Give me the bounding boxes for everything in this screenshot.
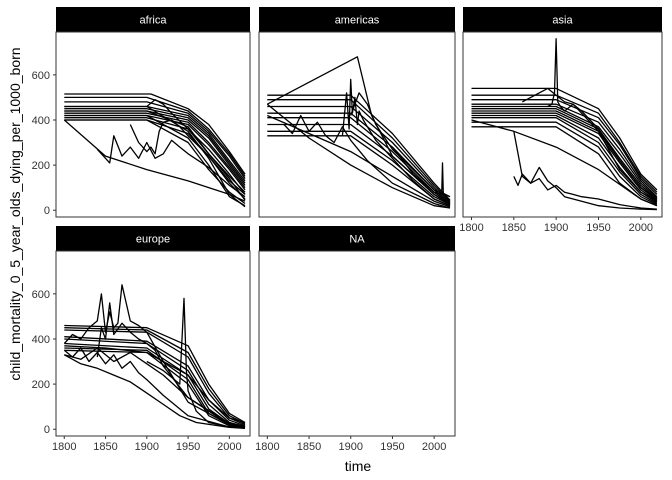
series-line <box>129 119 246 195</box>
series-line <box>64 110 246 201</box>
series-line <box>267 94 451 201</box>
y-tick-label: 600 <box>32 70 50 82</box>
series-line <box>96 135 246 198</box>
series-line <box>283 114 451 209</box>
series-line <box>267 117 451 205</box>
series-line <box>64 112 246 189</box>
x-tick-label: 2000 <box>629 222 653 234</box>
facet-panel-europe: europe 0 200 400 600 1800 1850 1900 1950 2000 <box>32 226 251 453</box>
facet-plot-area <box>258 250 456 437</box>
facet-panel-asia: asia 1800 1850 1900 1950 2000 <box>459 7 663 234</box>
y-tick-label: 200 <box>32 160 50 172</box>
facet-panel-africa: africa 0 200 400 600 <box>32 7 251 218</box>
x-tick-label: 1800 <box>255 441 279 453</box>
series-group <box>63 284 246 429</box>
x-tick-label: 2000 <box>422 441 446 453</box>
series-line <box>64 105 246 208</box>
series-line <box>64 96 246 177</box>
x-tick-label: 1950 <box>586 222 610 234</box>
series-line <box>266 56 451 205</box>
y-tick-label: 200 <box>32 379 50 391</box>
x-tick-label: 1900 <box>544 222 568 234</box>
y-tick-label: 0 <box>44 424 50 436</box>
series-line <box>64 101 246 179</box>
series-line <box>391 146 451 198</box>
x-tick-label: 1900 <box>339 441 363 453</box>
series-group <box>471 38 658 211</box>
series-line <box>64 114 246 207</box>
x-tick-label: 2000 <box>217 441 241 453</box>
series-group <box>63 93 246 208</box>
facet-strip <box>56 226 250 251</box>
series-line <box>471 112 658 202</box>
series-line <box>64 324 246 424</box>
series-line <box>471 94 658 193</box>
series-line <box>471 117 658 205</box>
series-line <box>513 173 657 210</box>
series-line <box>63 347 246 429</box>
x-tick-label: 1850 <box>93 441 117 453</box>
x-tick-label: 1950 <box>176 441 200 453</box>
series-line <box>350 92 451 198</box>
series-line <box>146 297 246 429</box>
x-tick-label: 1850 <box>297 441 321 453</box>
facet-plot-area <box>462 31 663 218</box>
series-line <box>471 119 658 207</box>
series-line <box>471 103 658 198</box>
facet-panel-americas: americas <box>258 7 456 218</box>
series-line <box>96 302 246 428</box>
series-line <box>521 87 658 200</box>
series-line <box>471 87 658 191</box>
series-line <box>64 117 246 195</box>
facet-strip-label: europe <box>136 234 170 246</box>
x-tick-label: 1900 <box>135 441 159 453</box>
series-line <box>64 93 246 175</box>
facet-plot-area <box>55 31 251 218</box>
series-line <box>471 105 658 199</box>
facet-strip <box>463 7 662 32</box>
facet-strip <box>259 7 455 32</box>
series-line <box>64 345 246 424</box>
facet-strip-label: asia <box>552 15 573 27</box>
x-axis-title: time <box>345 458 372 474</box>
series-line <box>64 108 246 184</box>
series-line <box>63 354 246 429</box>
y-axis-title: child_mortality_0_5_year_olds_dying_per_… <box>7 47 23 380</box>
y-tick-label: 400 <box>32 115 50 127</box>
series-line <box>63 284 246 429</box>
series-line <box>513 131 657 211</box>
y-tick-label: 400 <box>32 334 50 346</box>
facet-panel-na: NA 1800 1850 1900 1950 2000 <box>255 226 456 453</box>
y-tick-label: 600 <box>32 289 50 301</box>
series-line <box>64 349 246 429</box>
series-line <box>471 121 658 206</box>
series-line <box>547 38 658 202</box>
series-group <box>266 56 451 209</box>
facet-strip-label: africa <box>140 15 168 27</box>
x-tick-label: 1800 <box>459 222 483 234</box>
series-line <box>267 99 451 202</box>
series-line <box>266 103 451 209</box>
facet-strip-label: NA <box>349 234 365 246</box>
x-tick-label: 1950 <box>380 441 404 453</box>
series-line <box>64 347 246 429</box>
series-line <box>341 78 451 207</box>
x-tick-label: 1850 <box>502 222 526 234</box>
facet-strip-label: americas <box>335 15 380 27</box>
x-tick-label: 1800 <box>52 441 76 453</box>
facet-strip <box>259 226 455 251</box>
series-line <box>471 99 658 195</box>
series-line <box>64 327 246 425</box>
series-line <box>146 99 246 193</box>
y-tick-label: 0 <box>44 205 50 217</box>
series-line <box>64 336 246 427</box>
facet-strip <box>56 7 250 32</box>
series-line <box>64 119 246 205</box>
